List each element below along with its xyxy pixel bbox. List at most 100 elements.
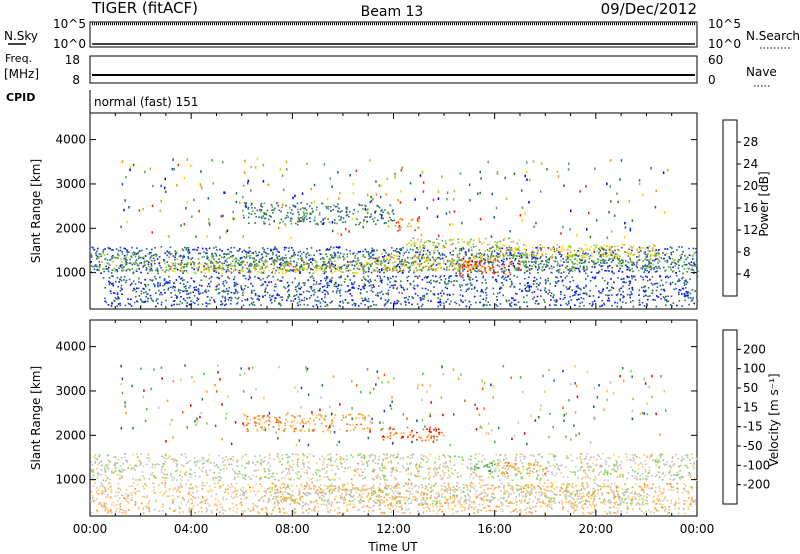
scatter-cell (652, 298, 654, 301)
scatter-cell (303, 268, 306, 271)
scatter-cell (621, 265, 623, 267)
scatter-cell (638, 299, 641, 301)
scatter-cell (230, 296, 232, 299)
scatter-cell (398, 251, 401, 254)
scatter-cell (449, 476, 452, 478)
scatter-cell (686, 292, 688, 294)
scatter-cell (580, 248, 583, 250)
sparse-cell (285, 160, 288, 164)
scatter-cell (356, 272, 359, 274)
scatter-cell (384, 255, 386, 257)
scatter-cell (405, 296, 408, 299)
scatter-cell (238, 270, 241, 272)
scatter-cell (511, 283, 513, 286)
scatter-cell (309, 258, 312, 260)
scatter-cell (508, 249, 510, 251)
scatter-cell (172, 264, 174, 267)
scatter-cell (597, 261, 599, 263)
scatter-cell (175, 458, 177, 461)
scatter-cell (172, 262, 175, 265)
scatter-cell (650, 261, 652, 264)
scatter-cell (238, 296, 240, 299)
scatter-cell (592, 276, 594, 279)
power-ylabel: Slant Range [km] (29, 159, 43, 263)
scatter-cell (686, 267, 689, 270)
scatter-cell (604, 259, 607, 262)
scatter-cell (271, 271, 273, 274)
scatter-cell (492, 261, 495, 264)
scatter-cell (226, 257, 229, 259)
scatter-cell (241, 256, 243, 259)
scatter-cell (297, 304, 299, 307)
scatter-cell (392, 257, 395, 259)
scatter-cell (316, 264, 318, 267)
scatter-cell (244, 475, 247, 477)
scatter-cell (448, 303, 451, 305)
scatter-cell (327, 205, 329, 208)
scatter-cell (617, 277, 619, 279)
scatter-cell (151, 279, 153, 282)
sparse-cell (222, 214, 224, 217)
sparse-cell (628, 200, 631, 203)
scatter-cell (475, 464, 477, 467)
scatter-cell (362, 300, 364, 302)
sparse-cell (206, 235, 208, 238)
scatter-cell (690, 300, 693, 302)
scatter-cell (91, 246, 93, 249)
scatter-cell (392, 249, 395, 252)
scatter-cell (434, 260, 437, 262)
scatter-cell (602, 255, 605, 257)
scatter-cell (218, 455, 220, 457)
scatter-cell (560, 291, 562, 293)
scatter-cell (379, 263, 382, 265)
scatter-cell (337, 256, 339, 259)
scatter-cell (518, 267, 520, 269)
scatter-cell (517, 248, 519, 251)
scatter-cell (441, 257, 444, 260)
scatter-cell (261, 217, 263, 219)
scatter-cell (170, 292, 172, 294)
scatter-cell (273, 209, 275, 211)
scatter-cell (357, 305, 360, 307)
scatter-cell (334, 252, 337, 255)
scatter-cell (340, 271, 343, 273)
scatter-cell (593, 266, 596, 269)
scatter-cell (566, 304, 569, 306)
scatter-cell (474, 267, 476, 270)
scatter-cell (324, 277, 326, 280)
scatter-cell (421, 267, 424, 270)
scatter-cell (224, 279, 227, 282)
scatter-cell (137, 252, 139, 255)
scatter-cell (185, 270, 188, 272)
scatter-cell (258, 277, 260, 280)
scatter-cell (310, 268, 313, 270)
scatter-cell (417, 248, 420, 251)
scatter-cell (303, 212, 305, 215)
scatter-cell (396, 269, 398, 272)
scatter-cell (239, 272, 241, 274)
sparse-cell (557, 175, 560, 178)
scatter-cell (528, 284, 531, 287)
scatter-cell (494, 258, 497, 260)
sparse-cell (348, 230, 350, 233)
scatter-cell (529, 289, 531, 291)
scatter-cell (301, 216, 304, 218)
scatter-cell (616, 466, 619, 469)
scatter-cell (227, 458, 229, 461)
scatter-cell (303, 261, 305, 264)
scatter-cell (471, 288, 473, 290)
scatter-cell (163, 279, 166, 281)
sparse-cell (375, 180, 377, 183)
scatter-cell (381, 252, 383, 255)
scatter-cell (649, 255, 651, 258)
scatter-cell (638, 304, 641, 306)
scatter-cell (294, 205, 297, 207)
scatter-cell (689, 292, 692, 295)
scatter-cell (254, 269, 256, 272)
scatter-cell (366, 220, 369, 223)
scatter-cell (181, 269, 183, 272)
scatter-cell (161, 467, 164, 469)
sparse-cell (642, 193, 644, 197)
scatter-cell (685, 280, 687, 283)
scatter-cell (663, 463, 665, 465)
